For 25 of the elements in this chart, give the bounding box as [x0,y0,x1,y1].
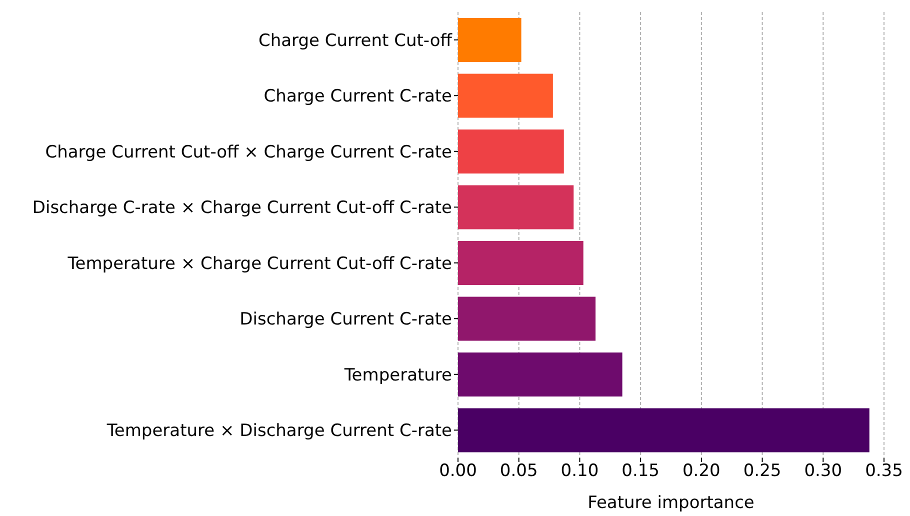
bar [458,241,584,285]
x-tick-label: 0.10 [560,461,599,482]
x-tick-label: 0.05 [500,461,538,482]
bar [458,18,522,62]
y-tick-label: Charge Current Cut-off [258,30,454,51]
bar [458,185,574,230]
x-tick-label: 0.30 [804,461,842,482]
y-tick-label: Discharge Current C-rate [240,310,452,330]
bar [458,296,596,341]
x-tick-label: 0.25 [743,461,782,482]
bar [458,352,622,396]
y-tick-label: Charge Current Cut-off × Charge Current C-rate [45,142,452,162]
bar [458,74,553,118]
y-tick-label: Temperature × Discharge Current C-rate [106,421,452,442]
x-axis-title: Feature importance [588,493,754,513]
y-tick-label: Discharge C-rate × Charge Current Cut-off C-rate [32,198,452,218]
x-tick-label: 0.35 [865,461,903,482]
y-tick-label: Temperature [343,365,452,386]
x-tick-label: 0.00 [439,461,477,482]
x-tick-label: 0.15 [622,461,660,482]
y-tick-label: Temperature × Charge Current Cut-off C-rate [66,254,452,274]
y-tick-label: Charge Current C-rate [264,86,452,107]
bar [458,408,870,452]
bar [458,130,564,174]
x-tick-label: 0.20 [682,461,720,482]
